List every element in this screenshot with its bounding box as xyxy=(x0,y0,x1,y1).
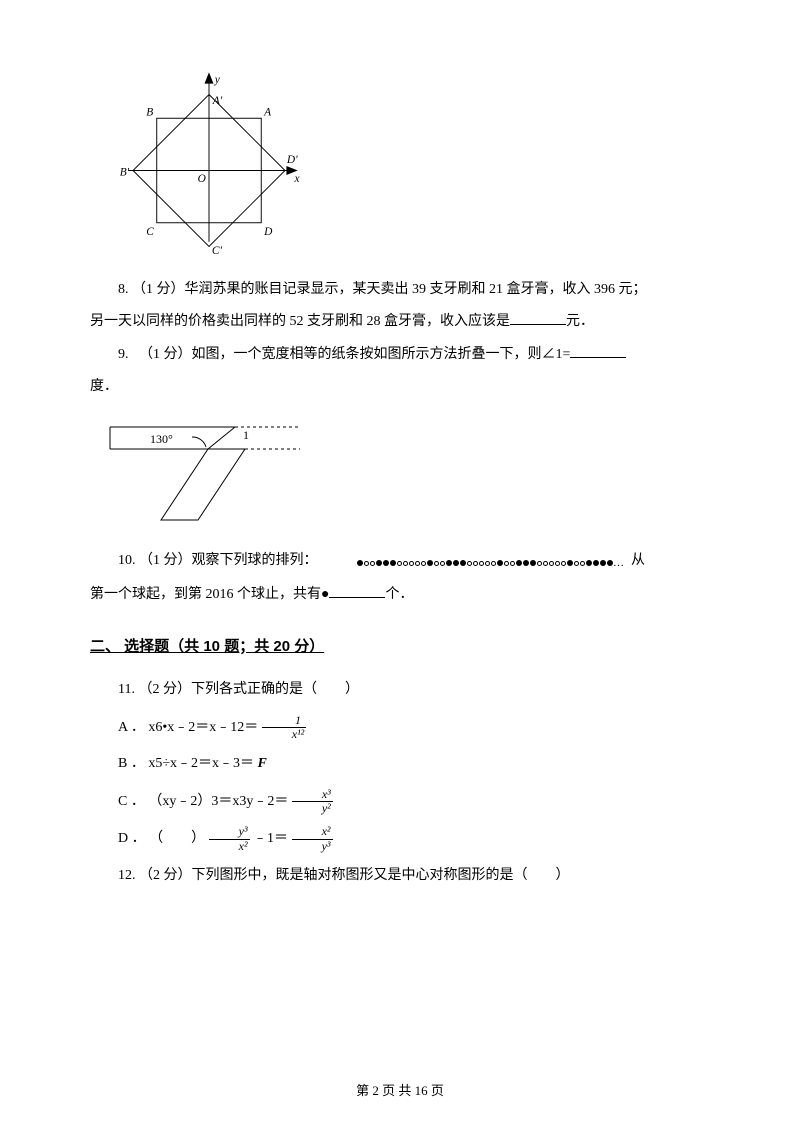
page-footer: 第 2 页 共 16 页 xyxy=(0,1079,800,1104)
q11-D-pre: D ． （ ） xyxy=(118,831,205,846)
q10-line2: 第一个球起，到第 2016 个球止，共有● 个． xyxy=(90,582,710,609)
q11-D-num1: y³ xyxy=(209,825,250,839)
q10-t3: 第一个球起，到第 2016 个球止，共有● xyxy=(90,587,329,602)
q10-t2: 从 xyxy=(631,553,645,568)
label-C: C xyxy=(146,226,154,238)
q12-stem: 12. （2 分）下列图形中，既是轴对称图形又是中心对称图形的是（ ） xyxy=(90,863,710,890)
q11-D: D ． （ ） y³x² ﹣1＝ x²y³ xyxy=(90,825,710,853)
label-x: x xyxy=(294,173,300,185)
q11-A: A ． x6•x﹣2＝x﹣12＝ 1x¹² xyxy=(90,714,710,742)
label-Cp: C' xyxy=(212,245,223,256)
q9-blank xyxy=(570,344,626,358)
q11-C-num: x³ xyxy=(292,788,333,802)
figure-fold: 130° 1 xyxy=(90,407,710,538)
footer-c: 页 共 xyxy=(379,1083,415,1098)
q10-pts: （1 分） xyxy=(139,553,192,568)
fold-svg: 130° 1 xyxy=(90,407,310,527)
q11-D-den1: x² xyxy=(209,840,250,853)
q11-D-frac2: x²y³ xyxy=(292,825,333,852)
q11-C-pre: C ． （xy﹣2）3＝x3y﹣2＝ xyxy=(118,794,292,809)
q8-num: 8. xyxy=(118,282,129,297)
q11-B: B ． x5÷x﹣2＝x﹣3＝ F xyxy=(90,751,710,778)
q11-A-pre: A ． x6•x﹣2＝x﹣12＝ xyxy=(118,720,262,735)
q11-B-tail: F xyxy=(258,756,267,771)
q11-pts: （2 分） xyxy=(138,682,191,697)
footer-e: 页 xyxy=(428,1083,444,1098)
label-Bp: B' xyxy=(120,166,130,178)
q11-B-pre: B ． x5÷x﹣2＝x﹣3＝ xyxy=(118,756,258,771)
section-2-title: 二、 选择题（共 10 题；共 20 分） xyxy=(90,633,324,662)
label-Ap: A' xyxy=(212,95,223,107)
label-y: y xyxy=(214,74,221,86)
q11-t1: 下列各式正确的是（ ） xyxy=(191,682,359,697)
q11-C: C ． （xy﹣2）3＝x3y﹣2＝ x³y² xyxy=(90,788,710,816)
q9-line1: 9. （1 分）如图，一个宽度相等的纸条按如图所示方法折叠一下，则∠1= xyxy=(90,342,710,369)
q11-C-frac: x³y² xyxy=(292,788,333,815)
q11-D-den2: y³ xyxy=(292,840,333,853)
q8-line1: 8. （1 分）华润苏果的账目记录显示，某天卖出 39 支牙刷和 21 盒牙膏，… xyxy=(90,277,710,304)
q8-t2: 另一天以同样的价格卖出同样的 52 支牙刷和 28 盒牙膏，收入应该是 xyxy=(90,314,510,329)
label-O: O xyxy=(198,173,206,185)
q11-A-num: 1 xyxy=(262,714,307,728)
q10-t1: 观察下列球的排列： xyxy=(192,553,318,568)
q9-t2: 度． xyxy=(90,379,118,394)
q11-A-den: x¹² xyxy=(262,728,307,741)
q8-line2: 另一天以同样的价格卖出同样的 52 支牙刷和 28 盒牙膏，收入应该是 元． xyxy=(90,309,710,336)
q9-pts: （1 分） xyxy=(139,347,192,362)
label-D: D xyxy=(263,226,273,238)
q9-line2: 度． xyxy=(90,374,710,401)
q12-pts: （2 分） xyxy=(139,868,192,883)
squares-svg: y x O A' A B B' C C' D D' xyxy=(114,66,304,256)
q8-pts: （1 分） xyxy=(132,282,185,297)
q10-num: 10. xyxy=(118,553,136,568)
label-Dp: D' xyxy=(286,154,298,166)
q12-t1: 下列图形中，既是轴对称图形又是中心对称图形的是（ ） xyxy=(192,868,570,883)
q11-D-num2: x² xyxy=(292,825,333,839)
figure-squares: y x O A' A B B' C C' D D' xyxy=(114,66,710,267)
q11-stem: 11. （2 分）下列各式正确的是（ ） xyxy=(90,677,710,704)
q9-num: 9. xyxy=(118,347,129,362)
q10-line1: 10. （1 分）观察下列球的排列： … 从 xyxy=(90,548,710,577)
q11-C-den: y² xyxy=(292,802,333,815)
footer-d: 16 xyxy=(415,1083,428,1098)
label-B: B xyxy=(146,106,153,118)
q8-t1: 华润苏果的账目记录显示，某天卖出 39 支牙刷和 21 盒牙膏，收入 396 元… xyxy=(185,282,647,297)
angle-1: 1 xyxy=(243,428,249,442)
q12-num: 12. xyxy=(118,868,136,883)
q8-blank xyxy=(510,311,566,325)
angle-130: 130° xyxy=(150,432,173,446)
label-A: A xyxy=(263,106,271,118)
q11-num: 11. xyxy=(118,682,135,697)
q10-blank xyxy=(329,584,385,598)
q11-A-frac: 1x¹² xyxy=(262,714,307,741)
q10-t4: 个． xyxy=(385,587,413,602)
footer-a: 第 xyxy=(356,1083,372,1098)
dots-pattern: … xyxy=(328,550,624,577)
q9-t1: 如图，一个宽度相等的纸条按如图所示方法折叠一下，则∠1= xyxy=(192,347,571,362)
q11-D-frac1: y³x² xyxy=(209,825,250,852)
q8-t3: 元． xyxy=(566,314,594,329)
q11-D-gap: ﹣1＝ xyxy=(253,831,292,846)
